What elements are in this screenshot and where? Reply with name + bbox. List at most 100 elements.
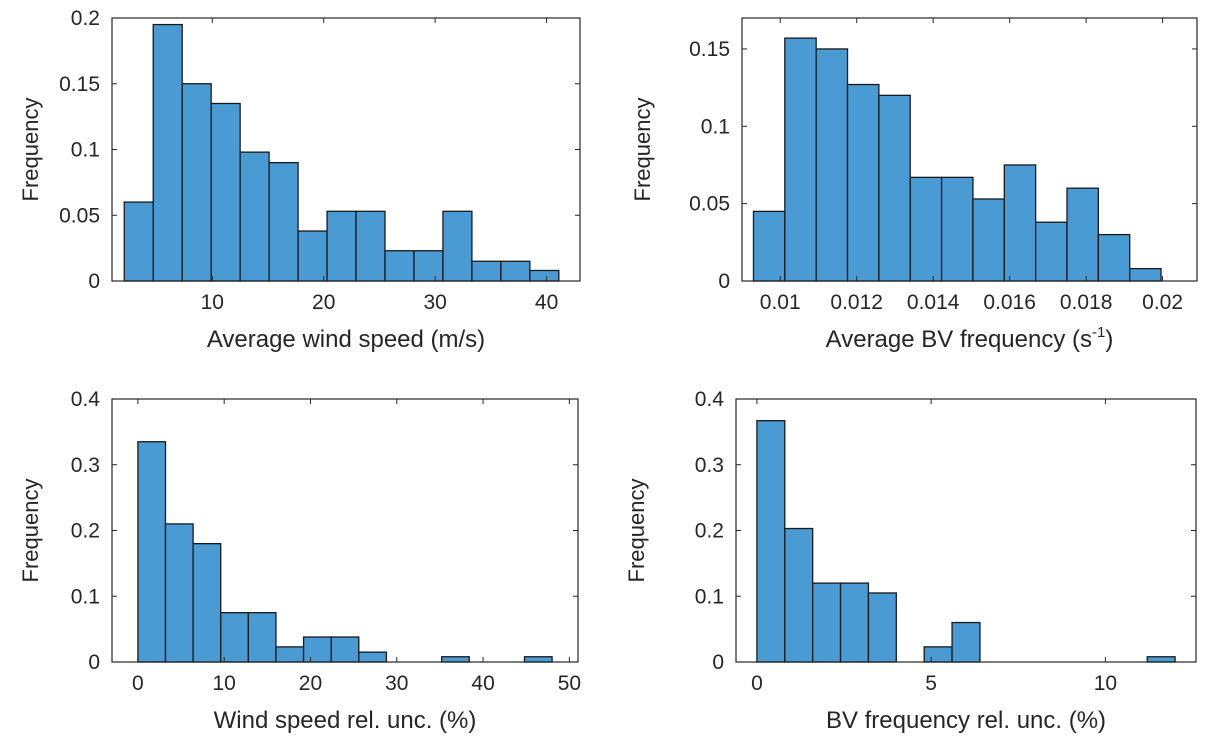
y-axis-label: Frequency (624, 479, 649, 583)
x-tick-label: 0.012 (830, 291, 883, 314)
y-tick-label: 0.1 (71, 139, 100, 162)
x-tick-label: 0.014 (907, 291, 960, 314)
y-tick-label: 0.05 (59, 204, 100, 227)
histogram-bar (330, 636, 360, 663)
x-axis-label-superscript: -1 (1092, 324, 1105, 341)
y-axis-label: Frequency (18, 479, 43, 583)
y-tick-label: 0.2 (695, 520, 724, 543)
histogram-bar (358, 651, 388, 663)
x-tick-label: 10 (1094, 672, 1117, 695)
histogram-bar (909, 176, 943, 282)
y-tick-label: 0.2 (71, 7, 100, 30)
y-tick-label: 0.15 (689, 38, 730, 61)
x-axis-label-main: Average BV frequency (s (826, 326, 1092, 353)
x-tick-label: 0 (132, 672, 144, 695)
y-tick-label: 0.15 (59, 73, 100, 96)
x-tick-label: 30 (385, 672, 408, 695)
panel-average-bv-frequency: Average BV frequency (s-1) Frequency 0.0… (630, 17, 1198, 353)
histogram-bar (867, 592, 897, 663)
histogram-bar (1129, 267, 1162, 282)
histogram-bar (500, 260, 531, 282)
x-tick-label: 5 (925, 672, 937, 695)
panel-average-wind-speed: Average wind speed (m/s) Frequency 10 20 3… (18, 7, 581, 353)
histogram-bar (192, 543, 222, 663)
y-axis-label: Frequency (630, 98, 655, 202)
histogram-bar (1146, 656, 1176, 663)
histogram-bar (878, 94, 911, 282)
x-axis-label: Wind speed rel. unc. (%) (214, 707, 477, 734)
bars (137, 441, 553, 663)
y-tick-label: 0.1 (695, 585, 724, 608)
histogram-bar (152, 23, 183, 282)
histogram-bar (1003, 164, 1037, 282)
histogram-bar (440, 656, 470, 663)
histogram-bar (529, 269, 560, 282)
histogram-bar (846, 83, 880, 282)
histogram-bar (164, 523, 194, 663)
y-tick-label: 0 (88, 270, 100, 293)
x-tick-label: 40 (471, 672, 494, 695)
histogram-bar (923, 646, 953, 663)
histogram-bar (413, 250, 444, 282)
panel-wind-speed-rel-unc: Wind speed rel. unc. (%) Frequency 0 10 20… (18, 388, 581, 734)
x-axis-label: Average BV frequency (s-1) (826, 324, 1114, 353)
panel-bv-frequency-rel-unc: BV frequency rel. unc. (%) Frequency 0 5 1… (624, 388, 1197, 734)
histogram-bar (951, 621, 981, 663)
histogram-bar (1066, 187, 1100, 282)
x-tick-label: 10 (213, 672, 236, 695)
x-tick-label: 0 (751, 672, 763, 695)
histogram-bar (784, 527, 814, 663)
histogram-bar (123, 201, 154, 282)
bars (123, 23, 560, 282)
histogram-bar (756, 420, 786, 663)
x-tick-label: 20 (312, 291, 335, 314)
y-tick-label: 0.3 (695, 454, 724, 477)
histogram-bar (302, 636, 332, 663)
histogram-bar (812, 582, 842, 663)
histogram-bar (239, 151, 270, 282)
axes-box (741, 17, 1198, 282)
y-tick-label: 0.1 (701, 115, 730, 138)
y-axis-label: Frequency (18, 98, 43, 202)
histogram-bar (523, 656, 553, 663)
histogram-bar (940, 176, 974, 282)
y-tick-label: 0.2 (71, 520, 100, 543)
bars (756, 420, 1176, 663)
histogram-bar (268, 161, 299, 282)
histogram-bar (384, 250, 415, 282)
x-tick-label: 30 (423, 291, 446, 314)
x-axis-label: Average wind speed (m/s) (207, 326, 485, 353)
histogram-bar (815, 48, 849, 282)
y-tick-label: 0 (712, 651, 724, 674)
x-axis-label-suffix: ) (1105, 326, 1113, 353)
y-tick-label: 0.05 (689, 193, 730, 216)
histogram-bar (442, 210, 473, 282)
histogram-bar (247, 612, 277, 663)
x-axis-label: BV frequency rel. unc. (%) (826, 707, 1106, 734)
y-tick-label: 0.3 (71, 454, 100, 477)
y-tick-label: 0 (88, 651, 100, 674)
histogram-bar (1035, 221, 1068, 282)
x-tick-label: 0.018 (1060, 291, 1113, 314)
x-tick-label: 0.016 (983, 291, 1036, 314)
x-tick-label: 50 (558, 672, 581, 695)
histogram-bar (471, 260, 502, 282)
histogram-bar (220, 612, 249, 663)
bars (752, 37, 1162, 282)
histogram-bar (752, 210, 786, 282)
histogram-bar (972, 198, 1005, 282)
histogram-bar (275, 646, 305, 663)
histogram-bar (784, 37, 817, 282)
x-tick-label: 40 (535, 291, 558, 314)
x-tick-label: 0.02 (1142, 291, 1183, 314)
histogram-bar (839, 582, 870, 663)
y-tick-label: 0.4 (71, 388, 101, 411)
x-tick-label: 10 (201, 291, 224, 314)
histogram-bar (210, 102, 241, 282)
histogram-bar (181, 83, 212, 282)
y-tick-label: 0.1 (71, 585, 100, 608)
y-tick-label: 0.4 (695, 388, 725, 411)
y-tick-label: 0 (718, 270, 730, 293)
histogram-bar (297, 230, 328, 282)
